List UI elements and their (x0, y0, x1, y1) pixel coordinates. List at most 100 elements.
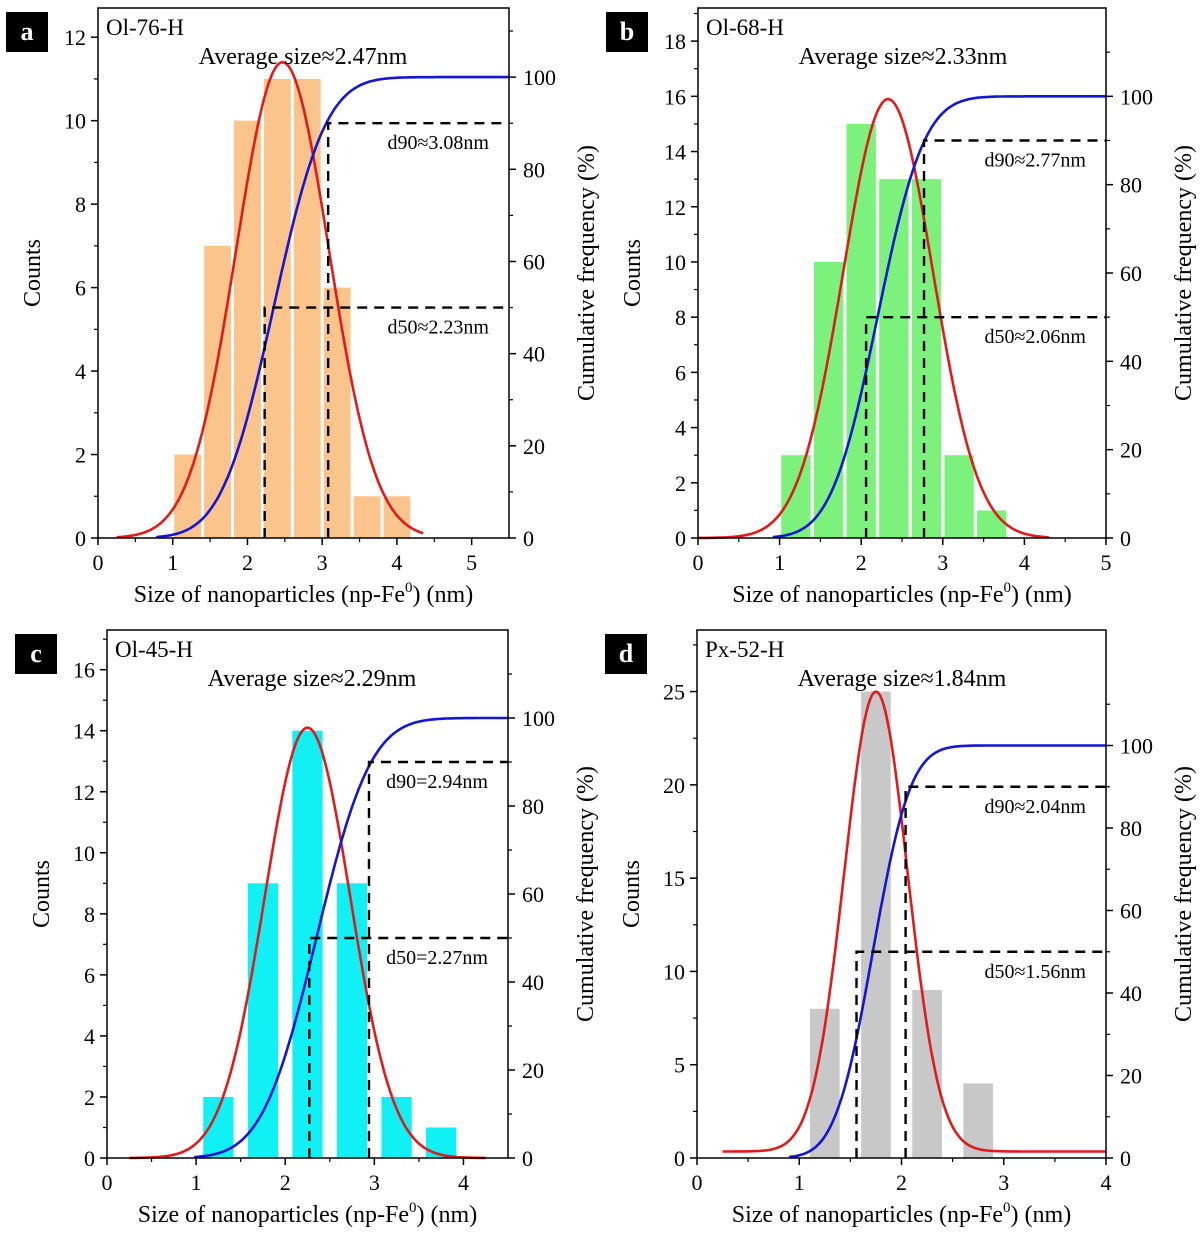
y2-tick-label: 100 (1120, 84, 1153, 109)
panel-letter: c (30, 639, 42, 668)
y-tick-label: 10 (73, 841, 95, 866)
d50-label: d50=2.27nm (386, 947, 488, 969)
gaussian-fit-curve (722, 690, 1106, 1153)
y-tick-label: 18 (664, 29, 686, 54)
x-tick-label: 1 (191, 1170, 202, 1195)
d90-guide-line (922, 139, 1106, 538)
y-tick-label: 16 (73, 658, 95, 683)
histogram-bar (247, 883, 279, 1158)
gaussian-fit-curve (698, 97, 1049, 540)
d50-guide-line (855, 950, 1106, 1158)
average-size-title: Average size≈2.33nm (799, 44, 1008, 70)
x-tick-label: 0 (693, 550, 704, 575)
y2-tick-label: 80 (523, 157, 545, 182)
d50-label: d50≈2.06nm (984, 326, 1086, 348)
y2-tick-label: 40 (522, 970, 544, 995)
average-size-title: Average size≈1.84nm (798, 666, 1007, 692)
y-axis-title: Counts (29, 860, 55, 928)
y-tick-label: 14 (73, 719, 95, 744)
y2-tick-label: 60 (1120, 899, 1142, 924)
y2-tick-label: 40 (1120, 981, 1142, 1006)
y-axis-title: Counts (620, 239, 646, 307)
x-tick-label: 0 (93, 550, 104, 575)
panel-letter-badge (605, 634, 647, 674)
x-tick-label: 3 (998, 1170, 1009, 1195)
y-tick-label: 20 (663, 773, 685, 798)
x-tick-label: 1 (774, 550, 785, 575)
y2-tick-label: 100 (523, 65, 556, 90)
y-tick-label: 2 (675, 471, 686, 496)
y2-tick-label: 100 (522, 706, 555, 731)
gaussian-fit-curve (129, 726, 486, 1160)
histogram-bar (846, 123, 876, 538)
panel-letter: b (620, 17, 634, 46)
d90-guide-line (904, 785, 1106, 1158)
cumulative-fit-curve (193, 716, 508, 1159)
y2-tick-label: 0 (1120, 1146, 1131, 1171)
y2-axis-title: Cumulative frequency (%) (573, 766, 599, 1022)
average-size-title: Average size≈2.47nm (199, 44, 408, 70)
histogram-bar (234, 120, 261, 539)
cumulative-fit-curve (772, 95, 1106, 539)
x-tick-label: 2 (280, 1170, 291, 1195)
y-tick-label: 12 (64, 25, 86, 50)
y-tick-label: 5 (674, 1053, 685, 1078)
y2-tick-label: 0 (522, 1146, 533, 1171)
y2-tick-label: 60 (1120, 261, 1142, 286)
histogram-bar (861, 691, 891, 1158)
x-tick-label: 1 (167, 550, 178, 575)
y-tick-label: 14 (664, 140, 686, 165)
y2-tick-label: 20 (522, 1058, 544, 1083)
histogram-bar (879, 179, 909, 539)
x-tick-label: 5 (1101, 550, 1112, 575)
y-tick-label: 0 (84, 1146, 95, 1171)
y-tick-label: 12 (73, 780, 95, 805)
x-axis-title: Size of nanoparticles (np-Fe0) (nm) (732, 580, 1071, 608)
y2-tick-label: 60 (523, 249, 545, 274)
x-tick-label: 0 (102, 1170, 113, 1195)
y-tick-label: 0 (675, 526, 686, 551)
x-tick-label: 4 (391, 550, 402, 575)
d90-guide-line (326, 122, 509, 538)
d90-label: d90≈2.77nm (984, 150, 1086, 172)
y2-tick-label: 40 (523, 342, 545, 367)
d50-guide-line (308, 936, 508, 1158)
plot-frame (97, 7, 510, 539)
y-tick-label: 4 (675, 416, 686, 441)
x-tick-label: 3 (317, 550, 328, 575)
panel-letter: a (21, 17, 34, 46)
y-tick-label: 2 (75, 443, 86, 468)
y2-axis-title: Cumulative frequency (%) (574, 145, 600, 401)
x-tick-label: 2 (856, 550, 867, 575)
x-tick-label: 5 (466, 550, 477, 575)
y-tick-label: 4 (84, 1024, 95, 1049)
y-tick-label: 0 (674, 1146, 685, 1171)
d90-label: d90≈3.08nm (387, 132, 489, 154)
y2-tick-label: 20 (1120, 1064, 1142, 1089)
x-axis-title: Size of nanoparticles (np-Fe0) (nm) (138, 1200, 477, 1228)
y2-tick-label: 80 (1120, 816, 1142, 841)
x-axis-title: Size of nanoparticles (np-Fe0) (nm) (732, 1200, 1071, 1228)
y2-tick-label: 40 (1120, 349, 1142, 374)
y-tick-label: 10 (664, 250, 686, 275)
y2-tick-label: 20 (1120, 438, 1142, 463)
y-tick-label: 2 (84, 1085, 95, 1110)
y-tick-label: 16 (664, 84, 686, 109)
y-tick-label: 8 (75, 192, 86, 217)
x-tick-label: 4 (1019, 550, 1030, 575)
d50-guide-line (263, 306, 509, 538)
histogram-bar (174, 454, 202, 538)
y2-axis-title: Cumulative frequency (%) (1171, 766, 1197, 1022)
x-tick-label: 1 (794, 1170, 805, 1195)
y2-tick-label: 0 (523, 526, 534, 551)
y2-tick-label: 80 (1120, 173, 1142, 198)
y2-tick-label: 0 (1120, 526, 1131, 551)
x-tick-label: 2 (896, 1170, 907, 1195)
x-tick-label: 4 (1101, 1170, 1112, 1195)
cumulative-fit-curve (156, 75, 509, 539)
histogram-bar (353, 496, 381, 538)
